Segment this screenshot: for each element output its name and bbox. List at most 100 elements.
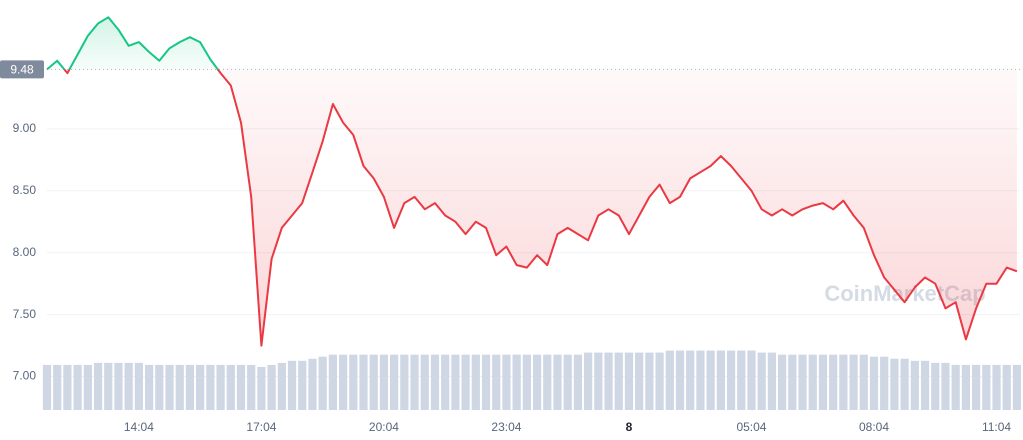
- volume-bar: [114, 362, 123, 410]
- volume-bar: [584, 352, 593, 410]
- x-tick-label: 14:04: [124, 420, 154, 434]
- volume-bar: [635, 352, 644, 410]
- volume-bar: [216, 364, 225, 410]
- volume-bar: [941, 362, 950, 410]
- x-tick-label: 8: [626, 420, 633, 434]
- volume-bar: [706, 350, 715, 410]
- volume-bar: [134, 362, 143, 410]
- volume-bar: [328, 354, 337, 410]
- volume-bar: [359, 354, 368, 410]
- volume-bar: [655, 352, 664, 410]
- volume-bar: [104, 362, 113, 410]
- volume-bar: [277, 362, 286, 410]
- volume-bar: [430, 354, 440, 410]
- x-tick-label: 20:04: [369, 420, 399, 434]
- volume-bar: [553, 354, 562, 410]
- y-tick-label: 8.00: [13, 245, 37, 259]
- volume-bar: [308, 358, 317, 410]
- volume-bar: [502, 354, 511, 410]
- volume-bar: [226, 364, 235, 410]
- x-tick-label: 11:04: [982, 420, 1011, 434]
- volume-bar: [481, 354, 491, 410]
- volume-bar: [686, 350, 695, 410]
- volume-bar: [492, 354, 501, 410]
- volume-bar: [247, 364, 256, 410]
- volume-bar: [461, 354, 470, 410]
- volume-bar: [318, 356, 327, 410]
- volume-bar: [594, 352, 603, 410]
- volume-bar: [390, 354, 399, 410]
- volume-bar: [747, 350, 756, 410]
- volume-bar: [992, 364, 1001, 410]
- volume-bar: [53, 364, 62, 410]
- volume-bar: [757, 352, 766, 410]
- x-tick-label: 05:04: [736, 420, 766, 434]
- volume-bar: [563, 354, 572, 410]
- volume-bar: [196, 364, 205, 410]
- volume-bar: [267, 364, 276, 410]
- volume-bar: [716, 350, 725, 410]
- volume-bar: [696, 350, 705, 410]
- volume-bar: [869, 356, 879, 410]
- volume-bar: [441, 354, 450, 410]
- x-tick-label: 23:04: [491, 420, 521, 434]
- volume-bar: [900, 358, 909, 410]
- volume-bar: [83, 364, 92, 410]
- volume-bar: [512, 354, 521, 410]
- volume-bar: [400, 354, 409, 410]
- volume-bar: [890, 358, 899, 410]
- volume-bar: [726, 350, 736, 410]
- volume-bar: [818, 354, 828, 410]
- volume-bar: [379, 354, 389, 410]
- volume-bar: [471, 354, 480, 410]
- volume-bar: [859, 354, 868, 410]
- volume-bar: [338, 354, 348, 410]
- volume-bar: [42, 364, 52, 410]
- volume-bar: [645, 352, 654, 410]
- volume-bar: [93, 362, 103, 410]
- y-tick-label: 7.00: [13, 369, 37, 383]
- volume-bar: [175, 364, 184, 410]
- volume-bar: [543, 354, 552, 410]
- volume-bar: [1002, 364, 1011, 410]
- volume-bar: [144, 364, 154, 410]
- volume-bar: [298, 360, 307, 410]
- volume-bar: [971, 364, 981, 410]
- volume-bar: [839, 354, 848, 410]
- volume-bar: [165, 364, 174, 410]
- volume-bar: [808, 354, 817, 410]
- volume-bar: [910, 360, 919, 410]
- volume-bar: [369, 354, 378, 410]
- y-tick-label: 7.50: [13, 307, 37, 321]
- volume-bar: [920, 360, 930, 410]
- x-tick-label: 17:04: [246, 420, 276, 434]
- volume-bar: [788, 354, 797, 410]
- volume-bar: [604, 352, 613, 410]
- volume-bar: [451, 354, 460, 410]
- price-area: [47, 17, 1017, 346]
- volume-bar: [155, 364, 164, 410]
- volume-bar: [185, 364, 195, 410]
- volume-bar: [522, 354, 531, 410]
- volume-bar: [951, 364, 960, 410]
- volume-bar: [257, 366, 266, 410]
- y-tick-label: 9.00: [13, 121, 37, 135]
- volume-bar: [624, 352, 634, 410]
- volume-bar: [675, 350, 685, 410]
- x-tick-label: 08:04: [859, 420, 889, 434]
- volume-bar: [532, 354, 542, 410]
- volume-bar: [410, 354, 419, 410]
- volume-bar: [665, 350, 674, 410]
- volume-bar: [287, 360, 297, 410]
- volume-bar: [778, 354, 787, 410]
- volume-bar: [737, 350, 746, 410]
- volume-bar: [931, 362, 940, 410]
- volume-bar: [420, 354, 429, 410]
- volume-bar: [1012, 364, 1022, 410]
- y-tick-label: 8.50: [13, 183, 37, 197]
- volume-bar: [767, 352, 777, 410]
- volume-bar: [614, 352, 623, 410]
- volume-bar: [63, 364, 72, 410]
- volume-bar: [982, 364, 991, 410]
